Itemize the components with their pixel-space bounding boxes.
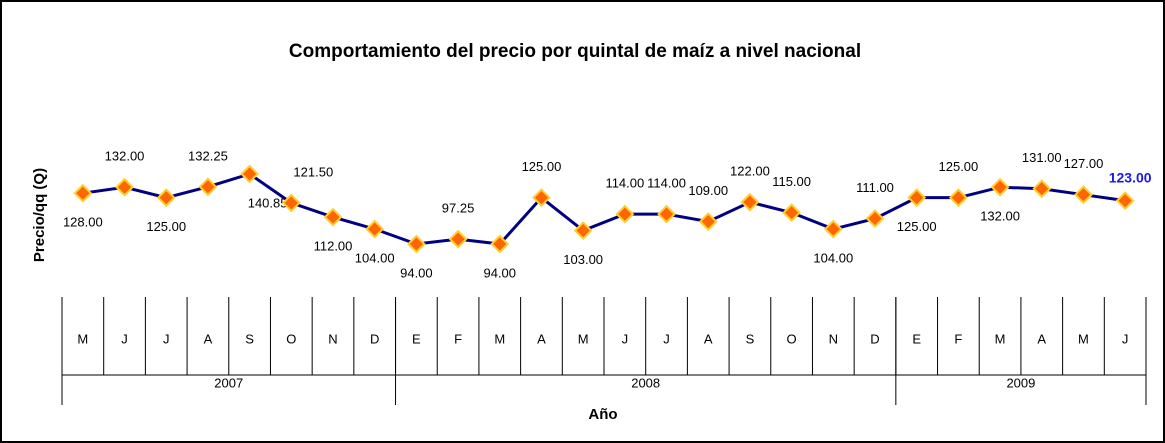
marker: [1074, 185, 1093, 205]
marker: [490, 234, 510, 254]
x-tick-label: D: [370, 331, 379, 346]
x-tick-label: A: [204, 331, 213, 346]
data-label: 121.50: [293, 164, 333, 179]
data-label: 132.00: [105, 149, 145, 164]
x-tick-label: S: [746, 331, 755, 346]
x-tick-label: N: [328, 331, 337, 346]
x-tick-label: S: [245, 331, 254, 346]
marker: [323, 207, 343, 227]
data-label: 128.00: [63, 215, 103, 230]
x-tick-label: M: [995, 331, 1006, 346]
marker: [365, 219, 385, 239]
marker: [990, 177, 1010, 197]
data-label: 104.00: [813, 250, 853, 265]
data-label: 132.00: [980, 209, 1020, 224]
data-label: 104.00: [355, 250, 395, 265]
x-tick-label: J: [622, 331, 629, 346]
x-tick-label: F: [954, 331, 962, 346]
marker: [406, 234, 426, 254]
x-group-label: 2007: [214, 375, 243, 390]
marker: [1032, 179, 1052, 199]
marker: [448, 229, 468, 249]
data-label: 94.00: [483, 265, 516, 280]
marker: [823, 219, 843, 239]
data-label: 140.85: [248, 195, 288, 210]
x-tick-label: D: [870, 331, 879, 346]
marker: [865, 209, 885, 229]
data-label: 115.00: [772, 174, 811, 189]
marker: [782, 203, 802, 223]
marker: [740, 192, 760, 212]
data-label: 125.00: [522, 159, 562, 174]
data-label: 123.00: [1109, 169, 1152, 185]
data-label: 97.25: [442, 201, 475, 216]
x-tick-label: M: [578, 331, 589, 346]
marker: [948, 188, 968, 208]
x-tick-label: E: [912, 331, 921, 346]
marker: [573, 221, 593, 240]
marker: [657, 204, 676, 224]
x-tick-label: M: [1078, 331, 1089, 346]
data-label: 114.00: [605, 176, 644, 191]
data-label: 125.00: [897, 219, 937, 234]
x-tick-label: O: [286, 331, 296, 346]
x-tick-label: M: [494, 331, 505, 346]
series-line: [82, 172, 1126, 246]
y-axis-title: Precio/qq (Q): [31, 168, 48, 262]
data-label: 94.00: [400, 265, 433, 280]
marker: [698, 212, 718, 232]
x-tick-label: J: [163, 331, 170, 346]
marker: [198, 177, 218, 197]
x-group-label: 2009: [1006, 375, 1035, 390]
data-label: 127.00: [1064, 156, 1104, 171]
data-label: 125.00: [939, 159, 979, 174]
x-tick-label: F: [454, 331, 462, 346]
marker: [156, 188, 176, 208]
data-label: 122.00: [730, 164, 770, 179]
data-label: 103.00: [563, 252, 603, 267]
x-tick-label: O: [787, 331, 797, 346]
marker: [907, 188, 927, 208]
x-tick-label: A: [704, 331, 713, 346]
x-group-label: 2008: [631, 375, 660, 390]
x-tick-label: E: [412, 331, 421, 346]
data-label: 132.25: [188, 148, 228, 163]
x-tick-label: J: [121, 331, 128, 346]
marker: [240, 164, 260, 184]
marker: [73, 183, 93, 203]
chart-title: Comportamiento del precio por quintal de…: [289, 41, 861, 62]
x-tick-label: A: [1037, 331, 1046, 346]
x-tick-label: N: [829, 331, 838, 346]
data-label: 114.00: [647, 176, 686, 191]
x-tick-label: M: [77, 331, 88, 346]
data-label: 131.00: [1022, 150, 1062, 165]
data-label: 112.00: [314, 239, 353, 254]
x-axis-title: Año: [588, 406, 617, 423]
data-label: 109.00: [688, 183, 728, 198]
marker: [532, 188, 551, 208]
x-tick-label: A: [537, 331, 546, 346]
x-tick-label: J: [1122, 331, 1129, 346]
data-label: 125.00: [146, 219, 186, 234]
data-label: 111.00: [856, 180, 894, 195]
x-tick-label: J: [663, 331, 670, 346]
marker: [615, 204, 635, 224]
marker: [281, 193, 301, 213]
marker: [1115, 191, 1135, 211]
marker: [115, 177, 134, 197]
